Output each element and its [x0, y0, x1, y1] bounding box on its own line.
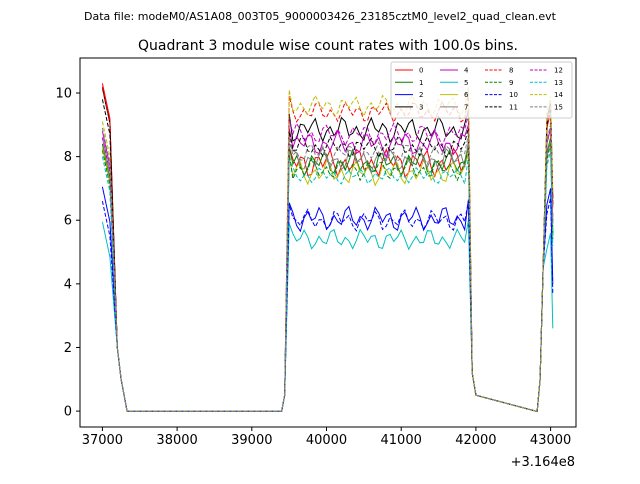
- series-line-14: [101, 86, 554, 412]
- series-line-5: [101, 220, 554, 412]
- x-tick-label: 38000: [156, 433, 197, 448]
- legend-label-0: 0: [419, 67, 423, 75]
- plot-area: [101, 83, 554, 412]
- legend-label-7: 7: [464, 103, 468, 111]
- legend-box: [390, 61, 573, 119]
- series-line-6: [101, 140, 554, 412]
- data-file-label: Data file: modeM0/AS1A08_003T05_90000034…: [84, 10, 557, 23]
- legend-label-1: 1: [419, 79, 423, 87]
- legend-label-2: 2: [419, 91, 423, 99]
- x-tick-label: 41000: [381, 433, 422, 448]
- x-tick-label: 40000: [306, 433, 347, 448]
- series-line-15: [101, 124, 554, 412]
- legend-label-5: 5: [464, 79, 468, 87]
- legend-label-12: 12: [554, 67, 563, 75]
- legend-label-11: 11: [509, 103, 518, 111]
- series-line-8: [101, 86, 554, 412]
- legend-label-9: 9: [509, 79, 513, 87]
- series-line-11: [101, 99, 554, 412]
- legend-label-10: 10: [509, 91, 518, 99]
- series-line-13: [101, 150, 554, 412]
- legend-label-13: 13: [554, 79, 563, 87]
- legend-label-3: 3: [419, 103, 423, 111]
- y-tick-label: 10: [55, 86, 72, 101]
- series-line-10: [101, 197, 554, 412]
- series-line-0: [101, 83, 554, 412]
- y-tick-label: 0: [64, 405, 72, 420]
- legend-label-14: 14: [554, 91, 563, 99]
- series-line-1: [101, 137, 554, 412]
- plot-frame: [79, 57, 577, 428]
- legend-label-15: 15: [554, 103, 563, 111]
- y-tick-label: 2: [64, 341, 72, 356]
- x-tick-label: 43000: [530, 433, 571, 448]
- x-tick-label: 42000: [455, 433, 496, 448]
- series-line-3: [101, 88, 554, 412]
- axes: 37000 38000 39000 40000 41000 42000 43000 0 2 4 6 8…: [55, 57, 577, 448]
- legend-label-6: 6: [464, 91, 469, 99]
- legend-label-8: 8: [509, 67, 513, 75]
- series-line-9: [101, 143, 554, 412]
- y-tick-label: 8: [64, 150, 72, 165]
- x-tick-label: 39000: [231, 433, 272, 448]
- chart-title: Quadrant 3 module wise count rates with …: [138, 38, 518, 54]
- series-line-4: [101, 124, 554, 412]
- x-tick-label: 37000: [82, 433, 123, 448]
- series-line-2: [101, 186, 554, 412]
- legend-label-4: 4: [464, 67, 469, 75]
- y-tick-label: 4: [64, 277, 72, 292]
- y-tick-label: 6: [64, 214, 72, 229]
- x-axis-offset-label: +3.164e8: [511, 455, 575, 470]
- series-line-7: [101, 137, 554, 412]
